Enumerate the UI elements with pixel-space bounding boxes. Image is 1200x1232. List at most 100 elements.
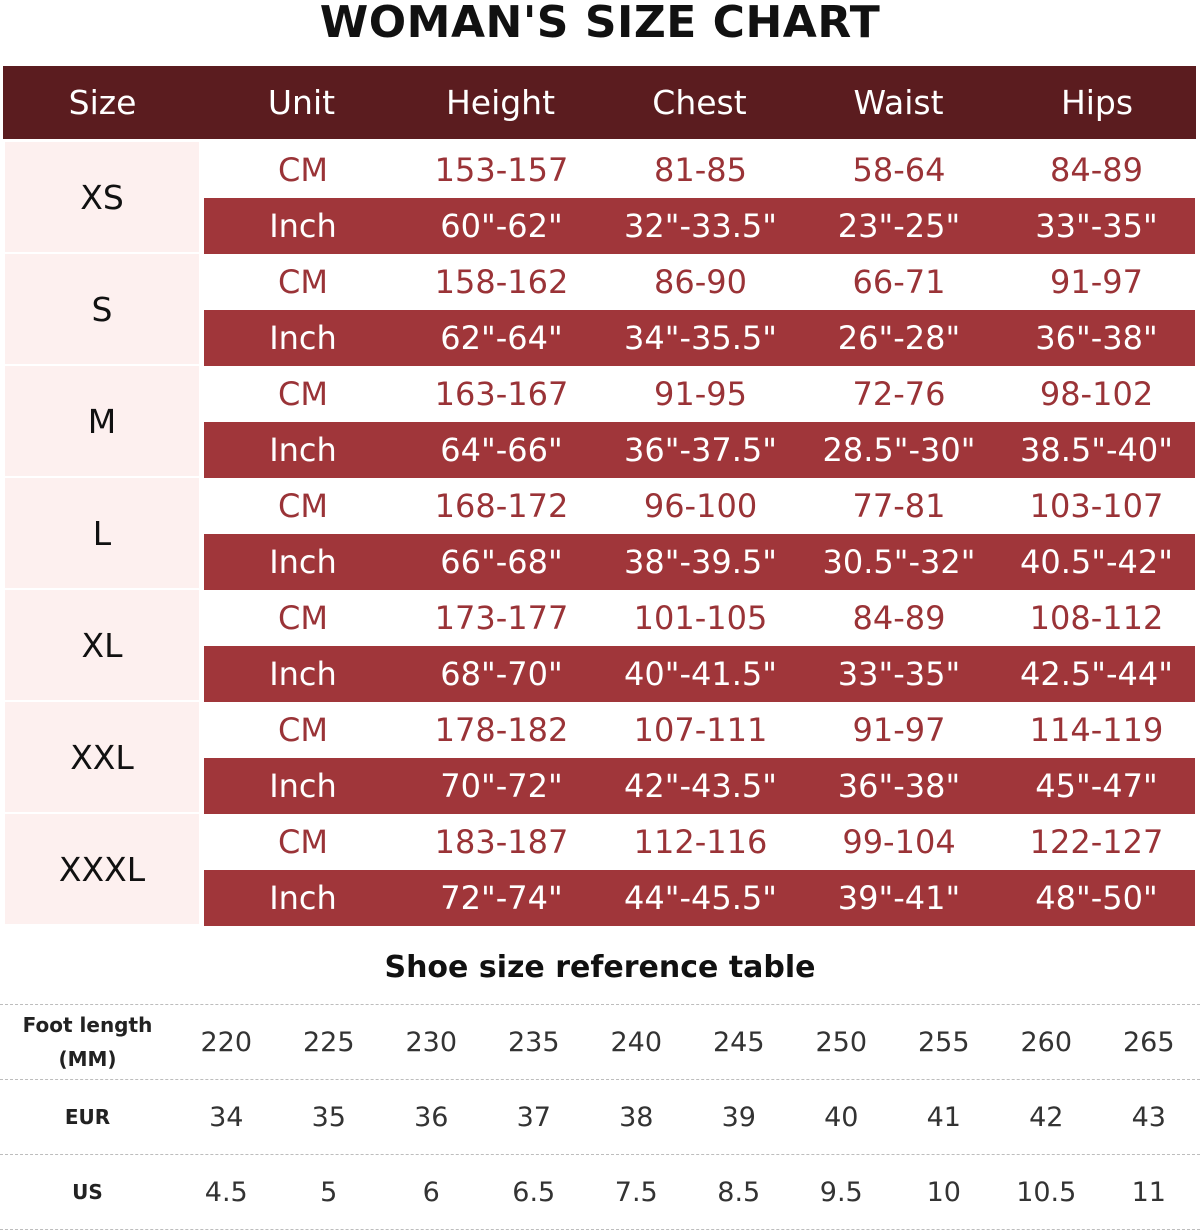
size-label: XS <box>5 142 199 252</box>
shoe-value-cell: 260 <box>1020 1026 1073 1058</box>
shoe-value-cell: 6 <box>422 1176 440 1208</box>
size-group: XXL CM 178-182 107-111 91-97 114-119 Inch 70"-7… <box>0 702 1200 814</box>
inch-row: Inch 60"-62" 32"-33.5" 23"-25" 33"-35" <box>204 198 1195 254</box>
height-cell: 183-187 <box>434 823 569 861</box>
chest-cell: 38"-39.5" <box>624 543 777 581</box>
header-cell-waist: Waist <box>853 83 944 122</box>
height-cell: 168-172 <box>434 487 569 525</box>
unit-cell: CM <box>278 263 328 301</box>
chest-cell: 40"-41.5" <box>624 655 777 693</box>
shoe-row-label: US <box>0 1155 175 1229</box>
shoe-value-cell: 235 <box>507 1026 560 1058</box>
chest-cell: 32"-33.5" <box>624 207 777 245</box>
cm-row: CM 178-182 107-111 91-97 114-119 <box>204 702 1195 758</box>
size-group: XXXL CM 183-187 112-116 99-104 122-127 Inch 72"… <box>0 814 1200 926</box>
height-cell: 64"-66" <box>440 431 563 469</box>
hips-cell: 48"-50" <box>1035 879 1158 917</box>
size-group: S CM 158-162 86-90 66-71 91-97 Inch 62"-64" 34"-… <box>0 254 1200 366</box>
shoe-value-cell: 11 <box>1131 1176 1166 1208</box>
header-cell-height: Height <box>445 83 556 122</box>
size-label: XL <box>5 590 199 700</box>
hips-cell: 33"-35" <box>1035 207 1158 245</box>
shoe-value-cell: 10.5 <box>1016 1176 1077 1208</box>
inch-row: Inch 62"-64" 34"-35.5" 26"-28" 36"-38" <box>204 310 1195 366</box>
waist-cell: 23"-25" <box>837 207 961 245</box>
shoe-value-cell: 225 <box>302 1026 355 1058</box>
cm-row: CM 173-177 101-105 84-89 108-112 <box>204 590 1195 646</box>
height-cell: 68"-70" <box>440 655 563 693</box>
hips-cell: 40.5"-42" <box>1020 543 1173 581</box>
shoe-table-title: Shoe size reference table <box>384 950 816 985</box>
shoe-value-cell: 36 <box>414 1101 449 1133</box>
waist-cell: 33"-35" <box>837 655 961 693</box>
unit-cell: Inch <box>269 655 337 693</box>
size-label: L <box>5 478 199 588</box>
hips-cell: 91-97 <box>1050 263 1143 301</box>
unit-cell: CM <box>278 823 328 861</box>
shoe-value-cell: 4.5 <box>204 1176 248 1208</box>
height-cell: 66"-68" <box>440 543 563 581</box>
height-cell: 60"-62" <box>440 207 563 245</box>
size-group: M CM 163-167 91-95 72-76 98-102 Inch 64"-66" 36"… <box>0 366 1200 478</box>
height-cell: 158-162 <box>434 263 569 301</box>
unit-cell: CM <box>278 711 328 749</box>
shoe-value-cell: 35 <box>311 1101 346 1133</box>
unit-cell: Inch <box>269 319 337 357</box>
shoe-row-label: EUR <box>0 1080 175 1154</box>
waist-cell: 36"-38" <box>837 767 961 805</box>
shoe-value-cell: 245 <box>712 1026 765 1058</box>
header-cell-hips: Hips <box>1060 83 1134 122</box>
shoe-value-cell: 39 <box>721 1101 756 1133</box>
shoe-value-cell: 37 <box>516 1101 551 1133</box>
header-cell-size: Size <box>68 83 137 122</box>
header-cell-chest: Chest <box>652 83 747 122</box>
unit-cell: Inch <box>269 431 337 469</box>
shoe-value-cell: 43 <box>1131 1101 1166 1133</box>
hips-cell: 45"-47" <box>1035 767 1158 805</box>
page-title: WOMAN'S SIZE CHART <box>319 0 881 48</box>
shoe-value-cell: 40 <box>824 1101 859 1133</box>
shoe-value-cell: 34 <box>209 1101 244 1133</box>
height-cell: 70"-72" <box>440 767 563 805</box>
shoe-value-cell: 9.5 <box>819 1176 863 1208</box>
shoe-value-cell: 250 <box>815 1026 868 1058</box>
hips-cell: 98-102 <box>1039 375 1154 413</box>
shoe-value-cell: 7.5 <box>614 1176 658 1208</box>
height-cell: 173-177 <box>434 599 569 637</box>
shoe-value-cell: 6.5 <box>512 1176 556 1208</box>
hips-cell: 84-89 <box>1050 151 1143 189</box>
shoe-row: Foot length (MM) 220 225 230 235 240 245 250 255 2… <box>0 1004 1200 1079</box>
shoe-value-cell: 220 <box>200 1026 253 1058</box>
waist-cell: 58-64 <box>852 151 946 189</box>
unit-cell: Inch <box>269 767 337 805</box>
chest-cell: 34"-35.5" <box>624 319 777 357</box>
waist-cell: 72-76 <box>852 375 946 413</box>
height-cell: 178-182 <box>434 711 569 749</box>
height-cell: 163-167 <box>434 375 569 413</box>
chest-cell: 44"-45.5" <box>624 879 777 917</box>
height-cell: 72"-74" <box>440 879 563 917</box>
shoe-value-cell: 38 <box>619 1101 654 1133</box>
hips-cell: 42.5"-44" <box>1020 655 1173 693</box>
unit-cell: Inch <box>269 207 337 245</box>
height-cell: 153-157 <box>434 151 569 189</box>
chest-cell: 107-111 <box>633 711 768 749</box>
hips-cell: 103-107 <box>1029 487 1164 525</box>
chest-cell: 96-100 <box>643 487 758 525</box>
chest-cell: 42"-43.5" <box>624 767 777 805</box>
chest-cell: 86-90 <box>654 263 747 301</box>
inch-row: Inch 68"-70" 40"-41.5" 33"-35" 42.5"-44" <box>204 646 1195 702</box>
size-group: XL CM 173-177 101-105 84-89 108-112 Inch 68"-70… <box>0 590 1200 702</box>
size-label: XXXL <box>5 814 199 924</box>
inch-row: Inch 64"-66" 36"-37.5" 28.5"-30" 38.5"-40" <box>204 422 1195 478</box>
chest-cell: 36"-37.5" <box>624 431 777 469</box>
chest-cell: 112-116 <box>633 823 768 861</box>
cm-row: CM 183-187 112-116 99-104 122-127 <box>204 814 1195 870</box>
hips-cell: 36"-38" <box>1035 319 1158 357</box>
shoe-value-cell: 240 <box>610 1026 663 1058</box>
unit-cell: Inch <box>269 543 337 581</box>
height-cell: 62"-64" <box>440 319 563 357</box>
size-group: L CM 168-172 96-100 77-81 103-107 Inch 66"-68" 3… <box>0 478 1200 590</box>
inch-row: Inch 70"-72" 42"-43.5" 36"-38" 45"-47" <box>204 758 1195 814</box>
cm-row: CM 153-157 81-85 58-64 84-89 <box>204 142 1195 198</box>
